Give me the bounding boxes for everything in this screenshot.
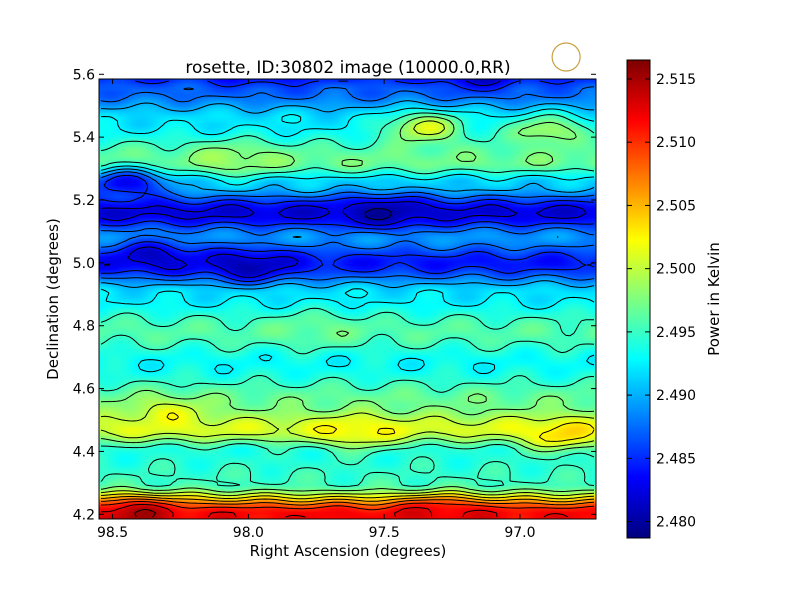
chart-title: rosette, ID:30802 image (10000.0,RR) — [185, 58, 510, 78]
colorbar-tick-label: 2.515 — [656, 72, 696, 88]
contour-line — [100, 496, 595, 503]
colorbar-frame — [626, 59, 651, 539]
contour-line — [100, 120, 595, 497]
beam-marker — [551, 42, 581, 72]
x-axis-label: Right Ascension (degrees) — [250, 542, 447, 560]
contour-line — [100, 86, 595, 286]
heatmap-image — [99, 79, 596, 519]
contour-line — [100, 501, 595, 511]
y-axis-label: Declination (degrees) — [44, 218, 62, 380]
contour-line — [100, 80, 587, 278]
contour-line — [100, 116, 595, 493]
contour-line — [100, 412, 595, 500]
y-tick-label: 5.6 — [73, 67, 95, 83]
contour-line — [100, 80, 595, 282]
y-tick-label: 4.4 — [73, 444, 95, 460]
contour-lines — [100, 80, 595, 518]
x-tick-label: 98.0 — [233, 525, 264, 541]
contour-line — [100, 107, 595, 375]
colorbar-gradient — [627, 60, 650, 538]
contour-line — [364, 208, 393, 221]
colorbar-tick-label: 2.510 — [656, 135, 696, 151]
colorbar-tick-label: 2.495 — [656, 325, 696, 341]
heatmap-plot-area — [98, 42, 597, 520]
colorbar-ticks: 2.480 2.485 2.490 2.495 2.500 2.505 2.510 2.515 — [627, 72, 696, 531]
y-tick-label: 4.6 — [73, 382, 95, 398]
x-tick-label: 98.5 — [97, 525, 128, 541]
x-tick-label: 97.0 — [504, 525, 535, 541]
y-axis-ticks: 4.2 4.4 4.6 4.8 5.0 5.2 5.4 5.6 — [73, 67, 596, 523]
colorbar-tick-label: 2.485 — [656, 451, 696, 467]
colorbar-label: Power in Kelvin — [705, 242, 723, 356]
contour-line — [101, 503, 569, 518]
colorbar-tick-label: 2.500 — [656, 262, 696, 278]
y-tick-label: 4.8 — [73, 319, 95, 335]
y-tick-label: 5.4 — [73, 130, 95, 146]
contour-line — [100, 498, 595, 506]
contour-line — [100, 112, 595, 487]
y-tick-label: 4.2 — [73, 507, 95, 523]
x-tick-label: 97.5 — [369, 525, 400, 541]
contour-line — [100, 100, 595, 290]
y-tick-label: 5.2 — [73, 193, 95, 209]
colorbar-tick-label: 2.505 — [656, 198, 696, 214]
colorbar: 2.480 2.485 2.490 2.495 2.500 2.505 2.510 2.515… — [626, 59, 723, 539]
colorbar-tick-label: 2.490 — [656, 388, 696, 404]
y-tick-label: 5.0 — [73, 256, 95, 272]
colorbar-tick-label: 2.480 — [656, 515, 696, 531]
contour-line — [134, 508, 157, 518]
plot-frame — [98, 78, 597, 520]
x-axis-ticks: 98.5 98.0 97.5 97.0 — [97, 79, 536, 541]
